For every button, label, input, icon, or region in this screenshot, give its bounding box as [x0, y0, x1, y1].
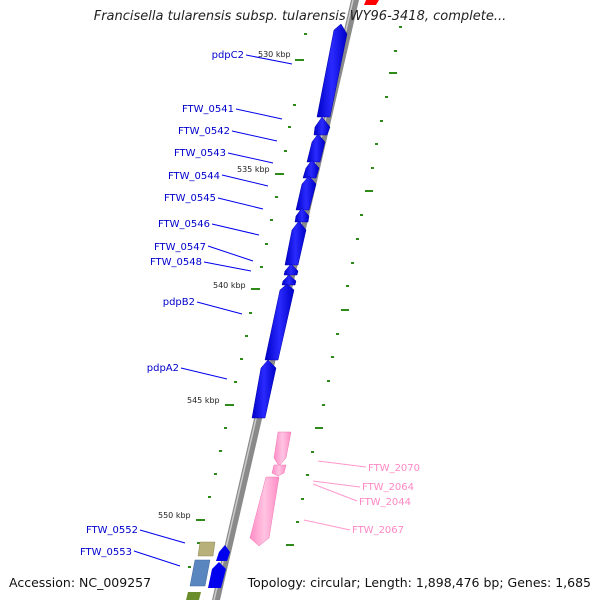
- bottom-genes: [186, 541, 230, 600]
- label-FTW_0548[interactable]: FTW_0548: [150, 257, 202, 268]
- gene-arrow-FTW_2064: [271, 464, 287, 477]
- gene-box-FTW_0552: [197, 541, 216, 557]
- gene-arrow-FTW_0544: [295, 175, 317, 211]
- gene-arrow-pdpA2: [251, 359, 277, 419]
- genome-summary-text: Topology: circular; Length: 1,898,476 bp…: [247, 575, 591, 590]
- gene-arrow-FTW_2070: [273, 431, 292, 467]
- label-FTW_0545[interactable]: FTW_0545: [164, 193, 216, 204]
- scale-label-535: 535 kbp: [237, 165, 270, 174]
- gene-box-olive: [186, 592, 201, 600]
- label-pdpC2[interactable]: pdpC2: [212, 50, 244, 61]
- scale-labels: 530 kbp 535 kbp 540 kbp 545 kbp 550 kbp: [158, 50, 291, 520]
- gene-arrow-FTW_0547: [283, 263, 299, 276]
- scale-label-530: 530 kbp: [258, 50, 291, 59]
- gene-arrow-FTW_2044-2067: [249, 476, 280, 547]
- highlight-feature: [364, 0, 379, 5]
- forward-gene-track: [251, 23, 348, 419]
- gene-arrow-pdpC2: [316, 23, 348, 118]
- gene-arrow-FTW_0542: [306, 133, 326, 163]
- gene-box-FTW_0553: [189, 559, 211, 587]
- label-FTW_0544[interactable]: FTW_0544: [168, 171, 220, 182]
- accession-text: Accession: NC_009257: [9, 575, 152, 590]
- tick-marks-outer: [286, 26, 402, 546]
- reverse-leader-lines: [303, 460, 367, 531]
- label-FTW_0543[interactable]: FTW_0543: [174, 148, 226, 159]
- reverse-gene-labels: FTW_2070 FTW_2064 FTW_2044 FTW_2067: [352, 463, 420, 536]
- gene-arrow-pdpB2: [264, 283, 295, 361]
- label-FTW_0553[interactable]: FTW_0553: [80, 547, 132, 558]
- gene-arrow-FTW_0546: [284, 220, 307, 266]
- label-FTW_0542[interactable]: FTW_0542: [178, 126, 230, 137]
- label-pdpB2[interactable]: pdpB2: [163, 297, 195, 308]
- gene-arrow-a: [216, 545, 230, 561]
- label-FTW_0541[interactable]: FTW_0541: [182, 104, 234, 115]
- label-FTW_0552[interactable]: FTW_0552: [86, 525, 138, 536]
- gene-arrow-FTW_0543: [302, 159, 320, 179]
- scale-label-540: 540 kbp: [213, 281, 246, 290]
- label-FTW_0547[interactable]: FTW_0547: [154, 242, 206, 253]
- gene-arrow-FTW_0548: [281, 274, 297, 286]
- label-FTW_2044[interactable]: FTW_2044: [359, 497, 411, 508]
- gene-arrow-FTW_0545: [294, 207, 310, 223]
- scale-label-550: 550 kbp: [158, 511, 191, 520]
- label-FTW_2070[interactable]: FTW_2070: [368, 463, 420, 474]
- label-FTW_2067[interactable]: FTW_2067: [352, 525, 404, 536]
- map-title: Francisella tularensis subsp. tularensis…: [93, 9, 507, 24]
- label-FTW_0546[interactable]: FTW_0546: [158, 219, 210, 230]
- label-pdpA2[interactable]: pdpA2: [147, 363, 179, 374]
- forward-gene-labels: pdpC2 FTW_0541 FTW_0542 FTW_0543 FTW_054…: [80, 50, 244, 558]
- gene-arrow-FTW_0541: [313, 116, 331, 136]
- reverse-gene-track: [249, 431, 292, 547]
- gene-arrow-b: [208, 562, 226, 588]
- label-FTW_2064[interactable]: FTW_2064: [362, 482, 414, 493]
- scale-label-545: 545 kbp: [187, 396, 220, 405]
- tick-marks-inner: [188, 33, 307, 568]
- forward-leader-lines: [133, 54, 293, 567]
